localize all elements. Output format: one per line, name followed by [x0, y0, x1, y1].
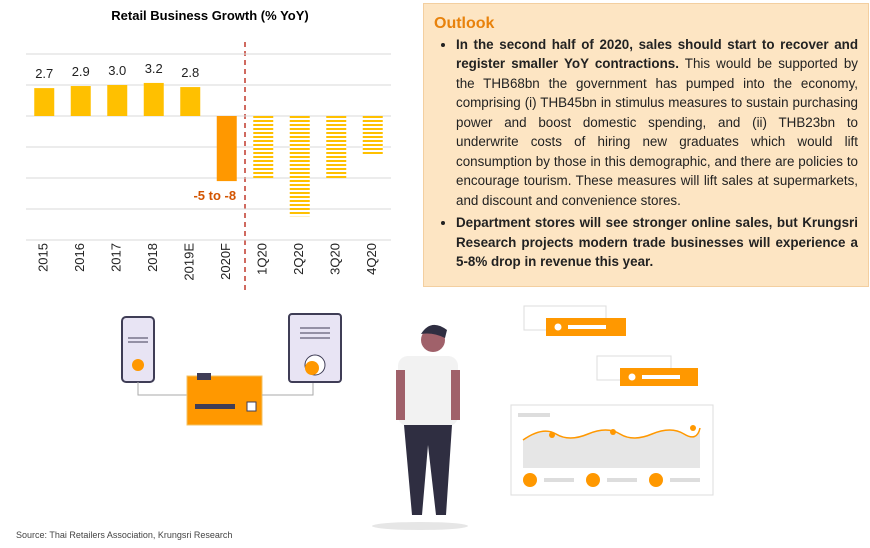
bar [180, 87, 201, 116]
bar [70, 86, 91, 116]
source: Source: Thai Retailers Association, Krun… [16, 530, 232, 540]
bar [107, 85, 128, 116]
value-label: 3.2 [145, 61, 163, 76]
chart-title: Retail Business Growth (% YoY) [111, 8, 308, 23]
value-label: 2.7 [35, 66, 53, 81]
bullet: Department stores will see stronger onli… [456, 213, 858, 272]
x-tick-label: 2015 [36, 243, 51, 272]
bar [253, 116, 274, 178]
x-tick-label: 4Q20 [364, 243, 379, 275]
value-label: 2.8 [181, 65, 199, 80]
illustration [121, 305, 714, 530]
x-tick-label: 2016 [72, 243, 87, 272]
bullet-list: In the second half of 2020, sales should… [434, 35, 858, 272]
bar [326, 116, 347, 178]
bar [362, 116, 383, 156]
x-tick-label: 2018 [145, 243, 160, 272]
x-tick-label: 1Q20 [255, 243, 270, 275]
x-tick-label: 2Q20 [291, 243, 306, 275]
bullet-bold: In the second half of 2020, sales should… [456, 36, 858, 72]
bar [216, 116, 237, 182]
bullet-bold: Department stores will see stronger onli… [456, 215, 858, 269]
outlook-panel: Outlook In the second half of 2020, sale… [423, 3, 869, 287]
x-tick-label: 2019E [182, 243, 197, 281]
outlook-title: Outlook [434, 15, 495, 32]
annotation: -5 to -8 [193, 188, 236, 203]
x-tick-label: 2017 [109, 243, 124, 272]
x-tick-label: 2020F [218, 243, 233, 280]
bar [143, 82, 164, 116]
bullet-text: This would be supported by the THB68bn t… [456, 56, 858, 208]
bar [289, 116, 310, 217]
bar [34, 88, 55, 116]
value-label: 2.9 [72, 64, 90, 79]
x-tick-label: 3Q20 [328, 243, 343, 275]
value-label: 3.0 [108, 63, 126, 78]
bullet: In the second half of 2020, sales should… [456, 35, 858, 211]
